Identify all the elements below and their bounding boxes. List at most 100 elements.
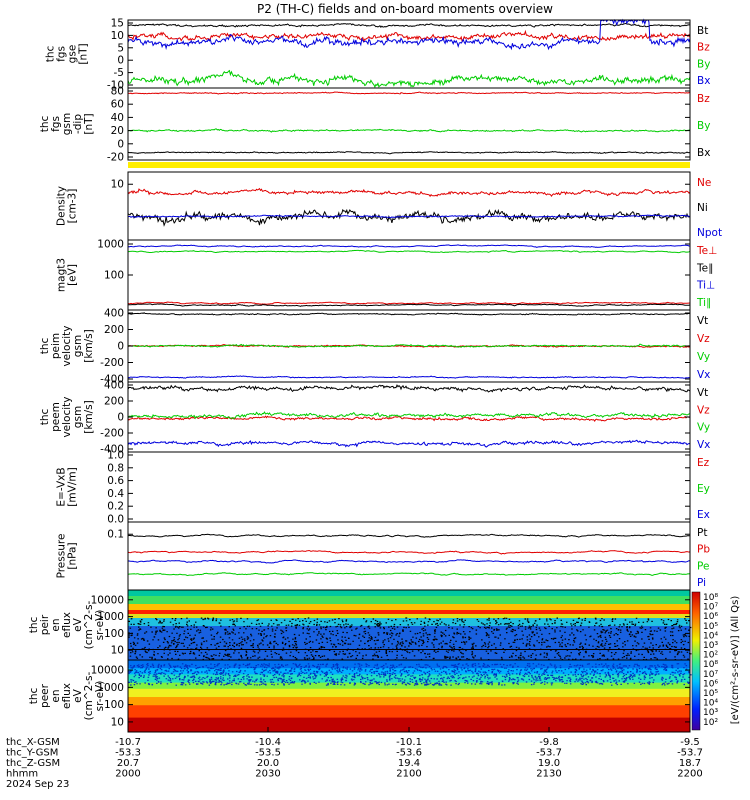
spectro-band <box>128 646 690 649</box>
spectro-band <box>128 592 690 595</box>
footer-label: thc_X-GSM <box>6 737 60 748</box>
spectro-band <box>128 636 690 639</box>
ylabel-fgs_gsm: [nT] <box>83 113 95 134</box>
colorbar-tick: 10⁶ <box>703 612 718 622</box>
spectrogram-peir <box>128 590 692 661</box>
panel-density: Density [cm-3] 10 Ne Ni Npot <box>56 171 722 241</box>
ylabel-peem_vel: peem <box>50 402 62 432</box>
ytick-label: 100 <box>104 628 124 640</box>
ylabel-peem_vel: thc <box>39 409 51 426</box>
ytick-label: 1000 <box>97 611 124 623</box>
colorbar: 10⁸10⁷10⁶10⁵10⁴10³10²10⁸10⁷10⁶10⁵10⁴10³1… <box>691 591 741 731</box>
series-fgs_gse-Bz <box>127 29 691 44</box>
spectro-band <box>128 668 690 671</box>
ytick-label: -10 <box>107 80 124 92</box>
ylabel-peir: eflux <box>61 612 73 638</box>
ytick-label: 200 <box>104 396 124 408</box>
legend-density-Ne: Ne <box>697 177 711 189</box>
ylabel-peer: eflux <box>61 683 73 709</box>
frame-efield <box>127 451 691 523</box>
ylabel-peer: peer <box>39 683 51 708</box>
ytick-label: 200 <box>104 324 124 336</box>
ytick-label: 10 <box>111 30 124 42</box>
ytick-label: 1.0 <box>107 450 124 462</box>
spectro-band <box>128 688 690 692</box>
colorbar-tick: 10⁵ <box>703 689 718 699</box>
spectro-band <box>128 616 690 619</box>
legend-fgs_gse-By: By <box>697 58 710 70</box>
footer-value: 19.0 <box>538 758 560 769</box>
footer-value: -10.4 <box>255 737 281 748</box>
ylabel-pressure: Pressure <box>56 534 68 579</box>
spectro-band <box>128 604 690 607</box>
spectro-band <box>128 694 690 698</box>
ylabel-pressure: [nPa] <box>67 542 79 569</box>
ytick-label: 80 <box>111 86 124 98</box>
spectro-band <box>128 717 690 721</box>
frame-pressure <box>127 521 691 591</box>
legend-temps-Te∥: Te∥ <box>696 262 713 274</box>
legend-peim_vel-Vx: Vx <box>697 369 710 381</box>
spectro-band <box>128 654 690 657</box>
footer-label: thc_Y-GSM <box>6 748 58 759</box>
ylabel-peir: sr-eV) <box>94 610 106 641</box>
frame-fgs_gsm <box>127 87 691 161</box>
ytick-label: 400 <box>104 308 124 320</box>
footer-value: -10.1 <box>396 737 422 748</box>
series-peem_vel-Vz <box>127 415 691 422</box>
spectro-band <box>128 680 690 684</box>
spectro-band <box>128 608 690 611</box>
series-fgs_gsm-Bx <box>127 151 691 155</box>
spectro-band <box>128 638 690 641</box>
ytick-label: -5 <box>114 67 124 79</box>
spectro-band <box>128 711 690 714</box>
footer-value: -53.6 <box>396 748 422 759</box>
ytick-label: 0 <box>117 341 124 353</box>
footer-value: 2030 <box>255 769 280 780</box>
spectro-band <box>128 650 690 653</box>
legend-pressure-Pi: Pi <box>697 577 706 589</box>
footer-date: 2024 Sep 23 <box>6 779 69 790</box>
spectro-band <box>128 705 690 708</box>
footer: thc_X-GSM -10.7 -10.4 -10.1 -9.8 -9.5 thc_Y-GS… <box>6 737 703 790</box>
colorbar-tick: 10⁵ <box>703 622 718 632</box>
footer-value: -53.3 <box>115 748 141 759</box>
legend-pressure-Pt: Pt <box>697 527 707 539</box>
footer-value: 19.4 <box>398 758 420 769</box>
ytick-label: 0 <box>117 138 124 150</box>
ylabel-peir: peir <box>39 614 51 635</box>
ylabel-peem_vel: [km/s] <box>83 400 95 434</box>
ytick-label: 0 <box>117 55 124 67</box>
series-fgs_gsm-Bz <box>127 91 691 95</box>
ytick-label: 60 <box>111 99 124 111</box>
series-peem_vel-Vt <box>127 384 691 393</box>
ytick-label: 10000 <box>91 665 124 677</box>
spectro-band <box>128 709 690 712</box>
spectro-band <box>128 590 690 593</box>
spectro-band <box>128 690 690 694</box>
series-temps-Ti∥ <box>128 249 691 254</box>
series-fgs_gse-Bx <box>127 18 691 51</box>
legend-fgs_gsm-Bz: Bz <box>697 93 710 105</box>
footer-label: hhmm <box>6 769 38 780</box>
ylabel-efield: E=-VxB <box>56 467 68 506</box>
mode-bar <box>128 162 690 168</box>
ylabel-fgs_gse: thc <box>45 46 57 63</box>
footer-value: -9.5 <box>680 737 700 748</box>
ylabel-efield: [mV/m] <box>67 467 79 506</box>
ytick-label: 0.8 <box>107 462 124 474</box>
legend-peem_vel-Vz: Vz <box>697 404 710 416</box>
ytick-label: 10 <box>111 716 124 728</box>
series-temps-Te∥ <box>127 303 691 307</box>
spectro-band <box>128 660 690 663</box>
series-peem_vel-Vx <box>127 439 691 448</box>
ytick-label: 400 <box>104 380 124 392</box>
spectro-band <box>128 701 690 704</box>
ytick-label: -20 <box>107 152 124 164</box>
frame-density <box>127 171 691 241</box>
spectro-band <box>128 656 690 659</box>
legend-peim_vel-Vt: Vt <box>697 315 708 327</box>
ylabel-peim_vel: gsm <box>72 335 84 357</box>
